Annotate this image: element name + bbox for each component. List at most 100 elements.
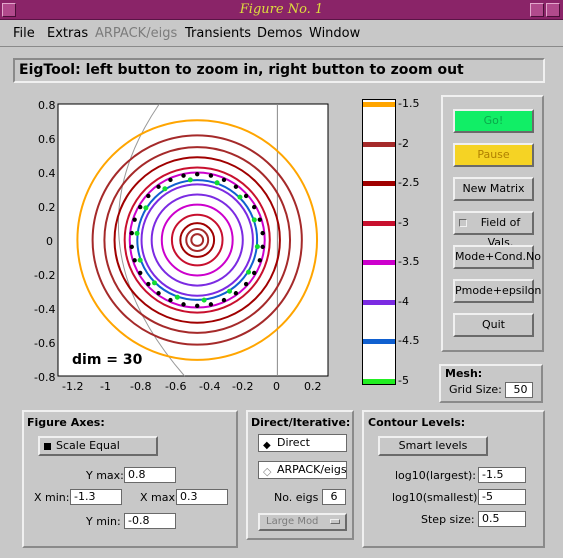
eigenvalue-marker [243, 281, 249, 287]
ymax-label: Y max: [86, 469, 124, 482]
eigenvalue-marker [243, 193, 249, 199]
direct-radio[interactable]: ◆ Direct [258, 434, 347, 452]
contour-levels-title: Contour Levels: [368, 416, 466, 429]
colorbar-level [363, 260, 395, 265]
step-size-label: Step size: [421, 513, 475, 526]
no-eigs-input[interactable]: 6 [322, 489, 346, 505]
grid-size-input[interactable]: 50 [505, 382, 533, 398]
eigenvalue-marker [146, 193, 151, 199]
go-button[interactable]: Go! [453, 109, 534, 133]
colorbar-level [363, 299, 395, 305]
contour-line [91, 134, 303, 346]
dimension-label: dim = 30 [72, 352, 143, 368]
eigs-mode-select[interactable]: Large Mod [258, 513, 347, 531]
approx-eigenvalue-marker [227, 288, 233, 294]
checkbox-checked-icon [44, 443, 51, 450]
log-largest-input[interactable]: -1.5 [478, 467, 526, 483]
colorbar-label: -3.5 [398, 255, 420, 268]
direct-label: Direct [277, 436, 310, 449]
y-tick: 0.8 [38, 99, 56, 112]
direct-iterative-panel [246, 410, 354, 540]
approx-eigenvalue-marker [246, 269, 252, 275]
minimize-icon[interactable] [530, 3, 544, 17]
mesh-title: Mesh: [445, 367, 483, 380]
y-tick: 0 [46, 235, 53, 248]
eigenvalue-marker [208, 302, 214, 307]
menu-window[interactable]: Window [309, 26, 361, 41]
menu-arpack[interactable]: ARPACK/eigs [95, 26, 178, 41]
step-size-input[interactable]: 0.5 [478, 511, 526, 527]
xmin-input[interactable]: -1.3 [70, 489, 122, 505]
option-menu-icon [330, 519, 340, 524]
colorbar-label: -3 [398, 215, 409, 229]
mode-cond-button[interactable]: Mode+Cond.No [453, 245, 541, 269]
eigenvalue-marker [195, 303, 200, 309]
eigenvalue-marker [221, 177, 227, 183]
no-eigs-label: No. eigs [274, 491, 319, 504]
quit-button[interactable]: Quit [453, 313, 534, 337]
field-of-vals-toggle[interactable]: Field of Vals. [453, 211, 534, 249]
colorbar-label: -5 [398, 373, 409, 387]
approx-eigenvalue-marker [143, 205, 149, 211]
contour-line [113, 156, 281, 324]
contour-line [140, 183, 254, 297]
window-titlebar[interactable] [0, 0, 563, 20]
eigenvalue-marker [181, 173, 186, 178]
colorbar-level [363, 181, 395, 186]
xmax-input[interactable]: 0.3 [176, 489, 228, 505]
new-matrix-button[interactable]: New Matrix [453, 177, 534, 201]
eigenvalue-marker [138, 204, 143, 210]
contour-levels-panel [362, 410, 545, 548]
menu-divider [0, 46, 563, 47]
menu-transients[interactable]: Transients [185, 26, 252, 41]
contour-line [160, 203, 234, 277]
xmin-label: X min: [34, 491, 70, 504]
figure-axes-title: Figure Axes: [27, 416, 105, 429]
arpack-radio[interactable]: ◇ ARPACK/eigs [258, 461, 347, 479]
y-tick: -0.4 [34, 303, 56, 316]
eigenvalue-marker [221, 297, 227, 303]
eigenvalue-marker [208, 173, 214, 178]
smart-levels-button[interactable]: Smart levels [378, 436, 488, 456]
log-smallest-label: log10(smallest): [392, 491, 482, 504]
colorbar-label: -1.5 [398, 97, 420, 110]
x-tick: -0.6 [165, 380, 187, 393]
eigenvalue-marker [168, 297, 173, 303]
contour-line [185, 228, 210, 252]
eigenvalue-marker [129, 230, 134, 236]
eigenvalue-marker [129, 244, 134, 250]
eigenvalue-marker [233, 291, 239, 296]
y-tick: 0.6 [38, 133, 56, 146]
x-tick: -1.2 [62, 380, 84, 393]
pause-button[interactable]: Pause [453, 143, 534, 167]
menu-file[interactable]: File [13, 26, 35, 41]
message-bar: EigTool: left button to zoom in, right b… [13, 58, 545, 83]
xmax-label: X max: [140, 491, 179, 504]
x-tick: -1 [100, 380, 111, 393]
pmode-epsilon-button[interactable]: Pmode+epsilon [453, 279, 541, 303]
colorbar-level [363, 220, 395, 226]
log-smallest-input[interactable]: -5 [478, 489, 526, 505]
colorbar-level [363, 339, 395, 344]
maximize-icon[interactable] [546, 3, 560, 17]
approx-eigenvalue-marker [251, 217, 257, 223]
eigs-mode-label: Large Mod [266, 516, 319, 527]
y-tick: -0.8 [34, 371, 56, 384]
approx-eigenvalue-marker [137, 257, 143, 263]
scale-equal-label: Scale Equal [56, 439, 120, 452]
approx-eigenvalue-marker [162, 186, 168, 192]
eigenvalue-marker [252, 204, 257, 210]
control-panel [441, 95, 544, 352]
ymin-input[interactable]: -0.8 [124, 513, 176, 529]
contour-line [76, 119, 319, 361]
menu-demos[interactable]: Demos [257, 26, 303, 41]
log-largest-label: log10(largest): [395, 469, 476, 482]
window-menu-icon[interactable] [2, 3, 16, 17]
ymax-input[interactable]: 0.8 [124, 467, 176, 483]
ymin-label: Y min: [86, 515, 121, 528]
mesh-panel [439, 364, 543, 403]
menu-extras[interactable]: Extras [47, 26, 89, 41]
scale-equal-toggle[interactable]: Scale Equal [38, 436, 158, 456]
x-tick: 0 [273, 380, 280, 393]
